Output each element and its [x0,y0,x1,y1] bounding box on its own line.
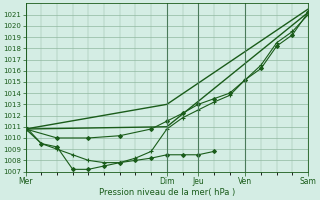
X-axis label: Pression niveau de la mer( hPa ): Pression niveau de la mer( hPa ) [99,188,235,197]
